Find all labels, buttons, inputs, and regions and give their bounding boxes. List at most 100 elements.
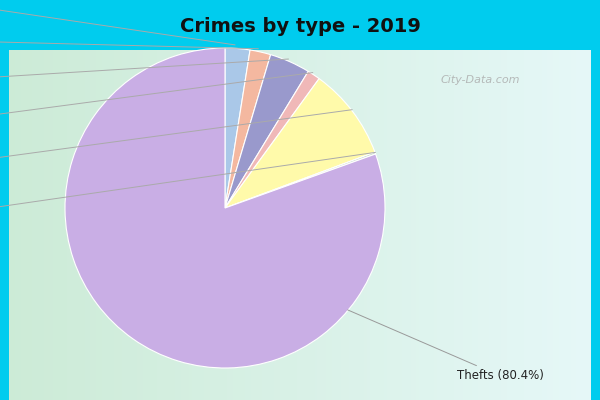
Bar (44, 50, 47, 400)
Text: Rapes (2.1%): Rapes (2.1%) (0, 34, 259, 49)
Bar (332, 50, 335, 400)
Bar (556, 50, 560, 400)
Bar (297, 50, 301, 400)
Bar (239, 50, 242, 400)
Bar (23, 50, 27, 400)
Bar (323, 50, 327, 400)
Bar (155, 50, 158, 400)
Bar (445, 50, 449, 400)
Bar (344, 50, 347, 400)
Bar (539, 50, 542, 400)
Bar (512, 50, 516, 400)
Bar (242, 50, 245, 400)
Bar (268, 50, 271, 400)
Bar (466, 50, 469, 400)
Bar (146, 50, 149, 400)
Bar (248, 50, 251, 400)
Bar (236, 50, 239, 400)
Bar (152, 50, 155, 400)
Bar (38, 50, 41, 400)
Bar (329, 50, 332, 400)
Bar (509, 50, 513, 400)
Bar (224, 50, 228, 400)
Bar (393, 50, 397, 400)
Bar (451, 50, 455, 400)
Bar (527, 50, 530, 400)
Bar (108, 50, 112, 400)
Bar (571, 50, 574, 400)
Bar (61, 50, 65, 400)
Bar (291, 50, 295, 400)
Bar (419, 50, 423, 400)
Bar (553, 50, 557, 400)
Bar (204, 50, 208, 400)
Bar (70, 50, 74, 400)
Bar (547, 50, 551, 400)
Bar (373, 50, 376, 400)
Bar (96, 50, 100, 400)
Bar (190, 50, 193, 400)
Bar (140, 50, 143, 400)
Bar (207, 50, 211, 400)
Bar (157, 50, 161, 400)
Bar (463, 50, 466, 400)
Bar (265, 50, 269, 400)
Bar (280, 50, 283, 400)
Bar (15, 50, 19, 400)
Bar (407, 50, 411, 400)
Bar (58, 50, 62, 400)
Bar (457, 50, 461, 400)
Bar (518, 50, 522, 400)
Bar (79, 50, 82, 400)
Bar (431, 50, 434, 400)
Bar (364, 50, 368, 400)
Bar (530, 50, 533, 400)
Bar (245, 50, 248, 400)
Bar (9, 50, 13, 400)
Bar (478, 50, 481, 400)
Wedge shape (225, 55, 308, 208)
Bar (26, 50, 30, 400)
Bar (361, 50, 365, 400)
Bar (484, 50, 487, 400)
Bar (585, 50, 589, 400)
Bar (262, 50, 266, 400)
Wedge shape (65, 48, 385, 368)
Bar (317, 50, 321, 400)
Bar (562, 50, 565, 400)
Bar (181, 50, 184, 400)
Bar (233, 50, 236, 400)
Bar (212, 50, 216, 400)
Bar (85, 50, 88, 400)
Bar (311, 50, 315, 400)
Bar (376, 50, 379, 400)
Wedge shape (225, 152, 376, 208)
Bar (306, 50, 310, 400)
Bar (300, 50, 304, 400)
Bar (50, 50, 53, 400)
Bar (289, 50, 292, 400)
Bar (492, 50, 496, 400)
Text: Crimes by type - 2019: Crimes by type - 2019 (179, 16, 421, 36)
Bar (413, 50, 417, 400)
Text: Burglaries (9.3%): Burglaries (9.3%) (0, 110, 352, 179)
Bar (227, 50, 231, 400)
Bar (495, 50, 499, 400)
Bar (399, 50, 403, 400)
Text: Thefts (80.4%): Thefts (80.4%) (347, 310, 544, 382)
Bar (99, 50, 103, 400)
Bar (422, 50, 426, 400)
Bar (41, 50, 44, 400)
Bar (187, 50, 190, 400)
Bar (550, 50, 554, 400)
Bar (358, 50, 362, 400)
Bar (35, 50, 38, 400)
Bar (169, 50, 173, 400)
Bar (448, 50, 452, 400)
Text: Arson (0.2%): Arson (0.2%) (0, 152, 376, 227)
Bar (286, 50, 289, 400)
Bar (160, 50, 164, 400)
Bar (472, 50, 475, 400)
Bar (349, 50, 353, 400)
Bar (201, 50, 205, 400)
